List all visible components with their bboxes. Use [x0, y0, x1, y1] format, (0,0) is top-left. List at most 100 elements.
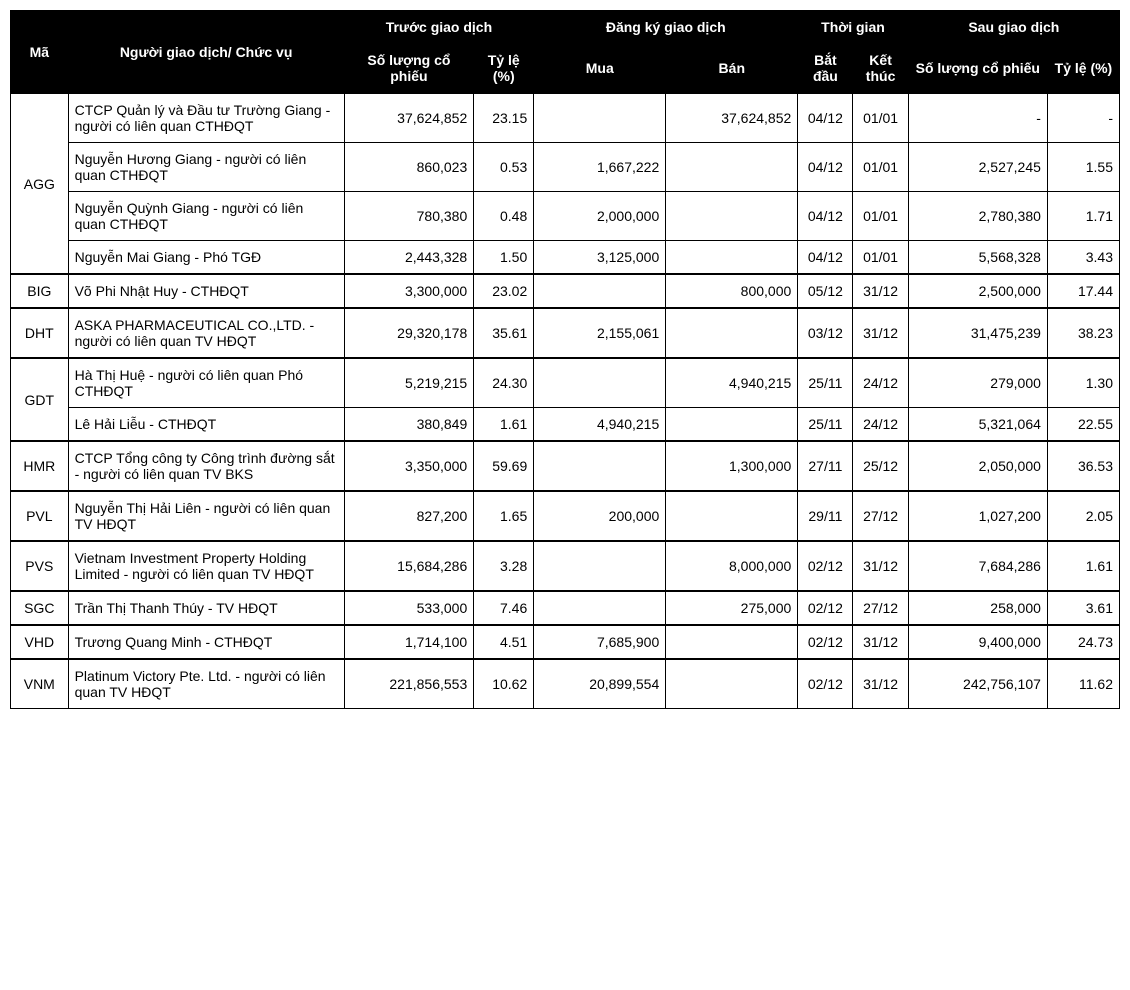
cell-batdau: 03/12	[798, 308, 853, 358]
cell-ketthuc: 01/01	[853, 192, 908, 241]
cell-nguoi: CTCP Tổng công ty Công trình đường sắt -…	[68, 441, 344, 491]
cell-ketthuc: 31/12	[853, 308, 908, 358]
header-ban: Bán	[666, 44, 798, 94]
cell-batdau: 02/12	[798, 591, 853, 625]
cell-mua	[534, 441, 666, 491]
header-ketthuc: Kết thúc	[853, 44, 908, 94]
cell-ma: HMR	[11, 441, 69, 491]
cell-sau-sl: 279,000	[908, 358, 1047, 408]
cell-truoc-sl: 3,300,000	[344, 274, 474, 308]
cell-sau-tl: 1.30	[1047, 358, 1119, 408]
cell-sau-tl: 38.23	[1047, 308, 1119, 358]
header-sau-group: Sau giao dịch	[908, 11, 1119, 44]
cell-batdau: 04/12	[798, 241, 853, 275]
header-truoc-group: Trước giao dịch	[344, 11, 534, 44]
cell-sau-sl: 2,527,245	[908, 143, 1047, 192]
cell-nguoi: Nguyễn Mai Giang - Phó TGĐ	[68, 241, 344, 275]
cell-ketthuc: 24/12	[853, 358, 908, 408]
cell-nguoi: ASKA PHARMACEUTICAL CO.,LTD. - người có …	[68, 308, 344, 358]
cell-truoc-sl: 221,856,553	[344, 659, 474, 709]
header-nguoi: Người giao dịch/ Chức vụ	[68, 11, 344, 94]
cell-mua: 1,667,222	[534, 143, 666, 192]
cell-mua: 20,899,554	[534, 659, 666, 709]
cell-nguoi: Nguyễn Quỳnh Giang - người có liên quan …	[68, 192, 344, 241]
cell-ma: SGC	[11, 591, 69, 625]
cell-ma: VHD	[11, 625, 69, 659]
cell-ketthuc: 31/12	[853, 541, 908, 591]
cell-sau-tl: 1.71	[1047, 192, 1119, 241]
table-row: PVSVietnam Investment Property Holding L…	[11, 541, 1120, 591]
cell-ban: 37,624,852	[666, 93, 798, 143]
table-row: AGGCTCP Quản lý và Đầu tư Trường Giang -…	[11, 93, 1120, 143]
cell-ban: 1,300,000	[666, 441, 798, 491]
cell-nguoi: Trương Quang Minh - CTHĐQT	[68, 625, 344, 659]
cell-mua	[534, 541, 666, 591]
header-truoc-tl: Tỷ lệ (%)	[474, 44, 534, 94]
cell-sau-sl: 1,027,200	[908, 491, 1047, 541]
cell-ma: BIG	[11, 274, 69, 308]
cell-ketthuc: 31/12	[853, 625, 908, 659]
cell-truoc-sl: 37,624,852	[344, 93, 474, 143]
cell-ban: 800,000	[666, 274, 798, 308]
cell-nguoi: Hà Thị Huệ - người có liên quan Phó CTHĐ…	[68, 358, 344, 408]
cell-ketthuc: 31/12	[853, 274, 908, 308]
header-batdau: Bắt đầu	[798, 44, 853, 94]
cell-mua	[534, 591, 666, 625]
cell-ban	[666, 625, 798, 659]
cell-batdau: 25/11	[798, 358, 853, 408]
cell-sau-tl: 2.05	[1047, 491, 1119, 541]
cell-truoc-sl: 1,714,100	[344, 625, 474, 659]
cell-nguoi: Vietnam Investment Property Holding Limi…	[68, 541, 344, 591]
cell-ban	[666, 491, 798, 541]
cell-truoc-sl: 860,023	[344, 143, 474, 192]
cell-truoc-tl: 3.28	[474, 541, 534, 591]
cell-ketthuc: 31/12	[853, 659, 908, 709]
cell-batdau: 04/12	[798, 93, 853, 143]
cell-batdau: 02/12	[798, 541, 853, 591]
table-row: Nguyễn Quỳnh Giang - người có liên quan …	[11, 192, 1120, 241]
cell-batdau: 27/11	[798, 441, 853, 491]
cell-truoc-sl: 2,443,328	[344, 241, 474, 275]
cell-batdau: 04/12	[798, 192, 853, 241]
cell-ketthuc: 27/12	[853, 491, 908, 541]
table-row: Nguyễn Mai Giang - Phó TGĐ2,443,3281.503…	[11, 241, 1120, 275]
cell-batdau: 25/11	[798, 408, 853, 442]
cell-sau-tl: 24.73	[1047, 625, 1119, 659]
cell-ban	[666, 192, 798, 241]
cell-ban	[666, 659, 798, 709]
transactions-table: Mã Người giao dịch/ Chức vụ Trước giao d…	[10, 10, 1120, 709]
cell-sau-tl: 3.43	[1047, 241, 1119, 275]
header-sau-sl: Số lượng cổ phiếu	[908, 44, 1047, 94]
cell-batdau: 02/12	[798, 659, 853, 709]
cell-truoc-sl: 29,320,178	[344, 308, 474, 358]
cell-ban: 275,000	[666, 591, 798, 625]
cell-sau-sl: 5,321,064	[908, 408, 1047, 442]
cell-truoc-tl: 23.02	[474, 274, 534, 308]
cell-nguoi: Trần Thị Thanh Thúy - TV HĐQT	[68, 591, 344, 625]
cell-sau-tl: 17.44	[1047, 274, 1119, 308]
table-body: AGGCTCP Quản lý và Đầu tư Trường Giang -…	[11, 93, 1120, 709]
cell-ma: GDT	[11, 358, 69, 441]
cell-truoc-sl: 3,350,000	[344, 441, 474, 491]
table-row: GDTHà Thị Huệ - người có liên quan Phó C…	[11, 358, 1120, 408]
cell-ketthuc: 01/01	[853, 93, 908, 143]
cell-sau-sl: 7,684,286	[908, 541, 1047, 591]
cell-ma: AGG	[11, 93, 69, 274]
cell-nguoi: Nguyễn Hương Giang - người có liên quan …	[68, 143, 344, 192]
cell-nguoi: Nguyễn Thị Hải Liên - người có liên quan…	[68, 491, 344, 541]
cell-truoc-tl: 35.61	[474, 308, 534, 358]
cell-truoc-sl: 5,219,215	[344, 358, 474, 408]
cell-truoc-tl: 0.53	[474, 143, 534, 192]
table-row: BIGVõ Phi Nhật Huy - CTHĐQT3,300,00023.0…	[11, 274, 1120, 308]
cell-ketthuc: 24/12	[853, 408, 908, 442]
cell-sau-sl: 2,050,000	[908, 441, 1047, 491]
cell-mua	[534, 358, 666, 408]
table-row: VHDTrương Quang Minh - CTHĐQT1,714,1004.…	[11, 625, 1120, 659]
cell-mua	[534, 93, 666, 143]
cell-sau-tl: 22.55	[1047, 408, 1119, 442]
cell-ban: 4,940,215	[666, 358, 798, 408]
cell-truoc-tl: 24.30	[474, 358, 534, 408]
cell-truoc-sl: 15,684,286	[344, 541, 474, 591]
cell-nguoi: Platinum Victory Pte. Ltd. - người có li…	[68, 659, 344, 709]
cell-sau-sl: 9,400,000	[908, 625, 1047, 659]
